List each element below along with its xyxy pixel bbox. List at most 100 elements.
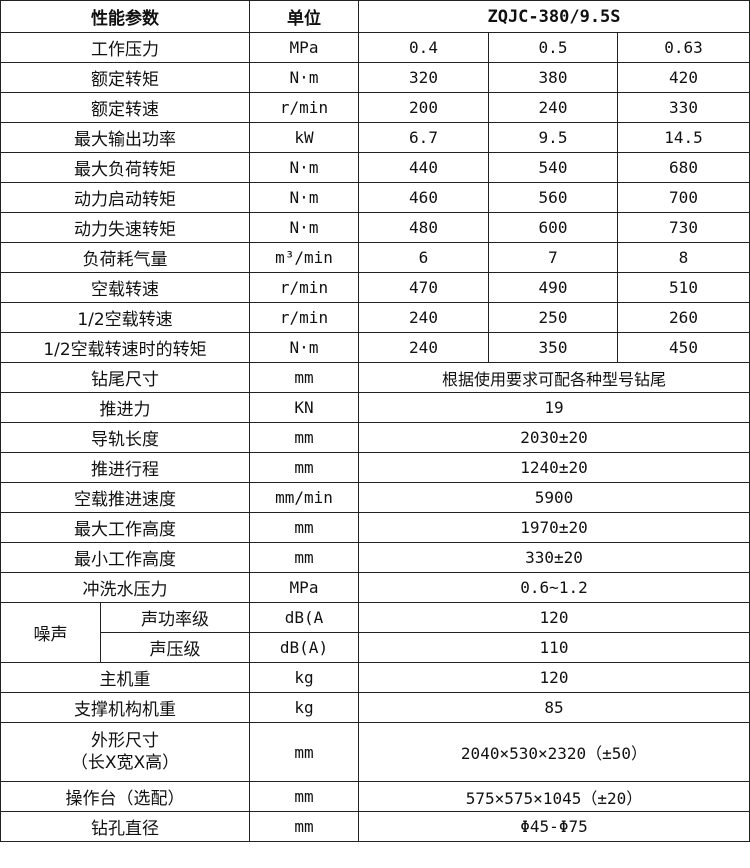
table-row: 冲洗水压力 MPa 0.6~1.2 xyxy=(0,572,750,603)
unit-cell: r/min xyxy=(249,302,359,333)
table-row: 推进行程 mm 1240±20 xyxy=(0,452,750,483)
unit-cell: KN xyxy=(249,392,359,423)
value-cell: 320 xyxy=(358,62,489,93)
value-cell: 7 xyxy=(488,242,618,273)
table-row: 最大工作高度 mm 1970±20 xyxy=(0,512,750,543)
value-cell: 440 xyxy=(358,152,489,183)
unit-cell: mm xyxy=(249,512,359,543)
param-name: 工作压力 xyxy=(0,32,250,63)
unit-cell: r/min xyxy=(249,92,359,123)
unit-cell: N·m xyxy=(249,212,359,243)
value-cell: 240 xyxy=(358,302,489,333)
unit-cell: mm/min xyxy=(249,482,359,513)
value-cell: 14.5 xyxy=(617,122,750,153)
unit-cell: mm xyxy=(249,452,359,483)
param-name: 空载推进速度 xyxy=(0,482,250,513)
table-row: 额定转速 r/min 200 240 330 xyxy=(0,92,750,123)
param-name: 冲洗水压力 xyxy=(0,572,250,603)
value-cell: 480 xyxy=(358,212,489,243)
value-cell: 85 xyxy=(358,692,750,723)
table-row: 外形尺寸 （长X宽X高） mm 2040×530×2320（±50） xyxy=(0,722,750,782)
value-cell: 0.6~1.2 xyxy=(358,572,750,603)
value-cell: 600 xyxy=(488,212,618,243)
param-name: 动力启动转矩 xyxy=(0,182,250,213)
table-row: 操作台（选配） mm 575×575×1045（±20） xyxy=(0,781,750,812)
unit-cell: N·m xyxy=(249,332,359,363)
table-row: 动力启动转矩 N·m 460 560 700 xyxy=(0,182,750,213)
param-name: 负荷耗气量 xyxy=(0,242,250,273)
unit-cell: mm xyxy=(249,722,359,782)
param-name: 最大工作高度 xyxy=(0,512,250,543)
table-row: 最大输出功率 kW 6.7 9.5 14.5 xyxy=(0,122,750,153)
value-cell: 540 xyxy=(488,152,618,183)
value-cell: 120 xyxy=(358,602,750,633)
value-cell: 470 xyxy=(358,272,489,303)
value-cell: 240 xyxy=(488,92,618,123)
value-cell: 450 xyxy=(617,332,750,363)
unit-cell: mm xyxy=(249,542,359,573)
param-name: 钻尾尺寸 xyxy=(0,362,250,393)
param-name: 1/2空载转速 xyxy=(0,302,250,333)
value-cell: 0.5 xyxy=(488,32,618,63)
unit-cell: N·m xyxy=(249,152,359,183)
value-cell: 700 xyxy=(617,182,750,213)
unit-cell: kW xyxy=(249,122,359,153)
param-name: 声功率级 xyxy=(100,602,250,633)
value-cell: 5900 xyxy=(358,482,750,513)
value-cell: 6.7 xyxy=(358,122,489,153)
dims-name-sub: （长X宽X高） xyxy=(70,753,180,773)
header-param: 性能参数 xyxy=(0,0,250,33)
table-row: 1/2空载转速 r/min 240 250 260 xyxy=(0,302,750,333)
table-row: 声压级 dB(A) 110 xyxy=(1,632,750,663)
value-cell: 680 xyxy=(617,152,750,183)
unit-cell: N·m xyxy=(249,182,359,213)
table-row: 空载推进速度 mm/min 5900 xyxy=(0,482,750,513)
value-cell: 2040×530×2320（±50） xyxy=(358,722,750,782)
unit-cell: mm xyxy=(249,811,359,842)
value-cell: 根据使用要求可配各种型号钻尾 xyxy=(358,362,750,393)
value-cell: 575×575×1045（±20） xyxy=(358,781,750,812)
value-cell: 110 xyxy=(358,632,750,663)
unit-cell: kg xyxy=(249,692,359,723)
table-row: 推进力 KN 19 xyxy=(0,392,750,423)
table-row: 钻孔直径 mm Φ45-Φ75 xyxy=(0,811,750,842)
value-cell: 240 xyxy=(358,332,489,363)
value-cell: 1970±20 xyxy=(358,512,750,543)
param-name: 1/2空载转速时的转矩 xyxy=(0,332,250,363)
value-cell: 19 xyxy=(358,392,750,423)
param-name: 主机重 xyxy=(0,662,250,693)
value-cell: 1240±20 xyxy=(358,452,750,483)
param-name: 导轨长度 xyxy=(0,422,250,453)
noise-label: 噪声 xyxy=(0,602,101,663)
value-cell: 330±20 xyxy=(358,542,750,573)
param-name: 外形尺寸 （长X宽X高） xyxy=(0,722,250,782)
header-model: ZQJC-380/9.5S xyxy=(358,0,750,33)
value-cell: 2030±20 xyxy=(358,422,750,453)
table-row: 1/2空载转速时的转矩 N·m 240 350 450 xyxy=(0,332,750,363)
param-name: 钻孔直径 xyxy=(0,811,250,842)
param-name: 支撑机构机重 xyxy=(0,692,250,723)
value-cell: 9.5 xyxy=(488,122,618,153)
unit-cell: kg xyxy=(249,662,359,693)
param-name: 最大负荷转矩 xyxy=(0,152,250,183)
param-name: 额定转矩 xyxy=(0,62,250,93)
dims-name: 外形尺寸 xyxy=(91,731,159,751)
param-name: 最大输出功率 xyxy=(0,122,250,153)
value-cell: 490 xyxy=(488,272,618,303)
unit-cell: MPa xyxy=(249,32,359,63)
unit-cell: r/min xyxy=(249,272,359,303)
value-cell: 380 xyxy=(488,62,618,93)
value-cell: 560 xyxy=(488,182,618,213)
value-cell: 8 xyxy=(617,242,750,273)
param-name: 空载转速 xyxy=(0,272,250,303)
value-cell: 730 xyxy=(617,212,750,243)
param-name: 推进力 xyxy=(0,392,250,423)
table-row: 主机重 kg 120 xyxy=(0,662,750,693)
table-row: 空载转速 r/min 470 490 510 xyxy=(0,272,750,303)
value-cell: 330 xyxy=(617,92,750,123)
value-cell: 0.63 xyxy=(617,32,750,63)
table-row: 钻尾尺寸 mm 根据使用要求可配各种型号钻尾 xyxy=(0,362,750,393)
spec-table: 性能参数 单位 ZQJC-380/9.5S 工作压力 MPa 0.4 0.5 0.63 额… xyxy=(0,0,750,842)
table-row: 导轨长度 mm 2030±20 xyxy=(0,422,750,453)
param-name: 声压级 xyxy=(100,632,250,663)
